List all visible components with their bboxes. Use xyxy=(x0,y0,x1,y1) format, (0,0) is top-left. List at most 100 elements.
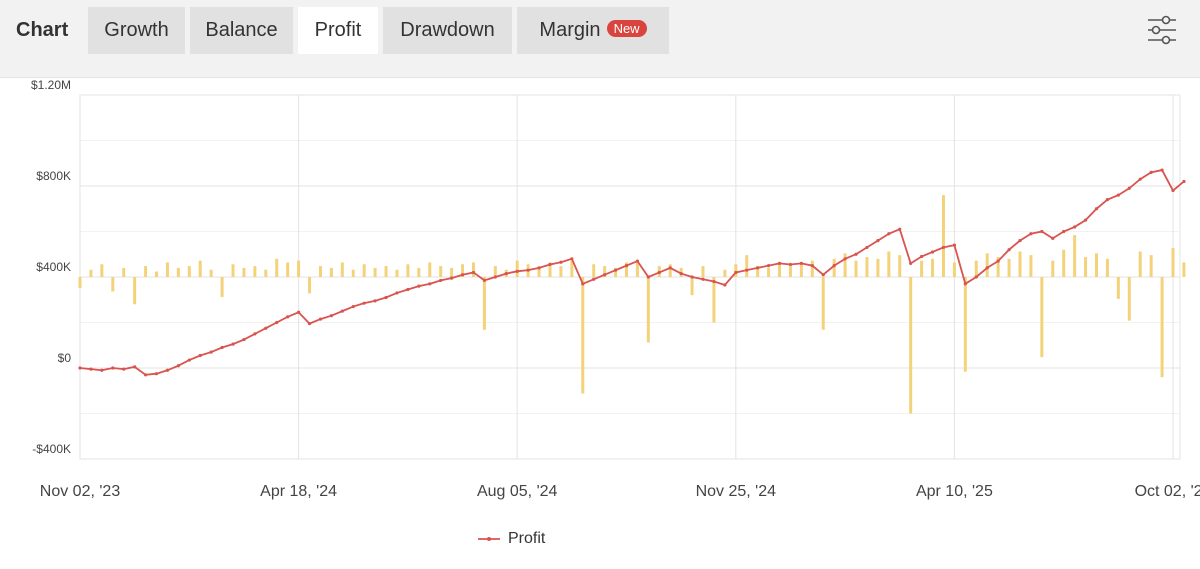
line-marker xyxy=(635,259,640,263)
bar xyxy=(559,266,563,277)
bar xyxy=(220,277,224,298)
bar xyxy=(843,253,847,277)
line-marker xyxy=(690,275,694,279)
bar xyxy=(209,269,213,277)
bar xyxy=(439,266,443,277)
bar xyxy=(1073,235,1077,277)
line-marker xyxy=(657,270,661,275)
bar xyxy=(231,264,235,277)
line-marker xyxy=(460,273,465,277)
bar xyxy=(144,266,148,277)
bar xyxy=(909,277,913,414)
line-marker xyxy=(788,262,793,267)
bar xyxy=(450,267,454,277)
line-marker xyxy=(548,262,552,267)
line xyxy=(79,169,1185,376)
line-marker xyxy=(351,304,355,309)
bar xyxy=(646,277,650,343)
bar xyxy=(996,256,1000,277)
settings-icon[interactable] xyxy=(1146,15,1178,45)
bar xyxy=(308,277,312,294)
tab[interactable]: Drawdown xyxy=(383,7,512,54)
line-marker xyxy=(570,257,574,261)
tab-active[interactable]: Profit xyxy=(298,7,378,54)
bar xyxy=(690,277,694,296)
line-marker xyxy=(592,277,596,281)
bar xyxy=(1149,255,1153,277)
line-marker xyxy=(340,309,344,313)
line-marker xyxy=(701,277,705,281)
line-marker xyxy=(996,259,1000,263)
line-marker xyxy=(220,345,224,350)
x-tick-label: Nov 02, '23 xyxy=(40,483,121,500)
bar xyxy=(865,256,869,277)
bar xyxy=(537,267,541,277)
line-marker xyxy=(559,260,563,264)
bar xyxy=(767,267,771,277)
line-marker xyxy=(176,364,180,368)
line-marker xyxy=(1051,236,1055,240)
line-marker xyxy=(504,271,508,276)
line-marker xyxy=(1007,248,1011,252)
tab[interactable]: Growth xyxy=(88,7,185,54)
line-marker xyxy=(143,373,148,377)
line-marker xyxy=(471,270,476,275)
line-marker xyxy=(318,317,323,321)
line-marker xyxy=(843,257,847,261)
line-marker xyxy=(854,252,858,256)
line-marker xyxy=(242,337,246,342)
bar xyxy=(788,266,792,277)
bar xyxy=(340,262,344,277)
legend-marker xyxy=(487,537,491,541)
line-marker xyxy=(439,278,443,283)
bar xyxy=(351,269,355,277)
line-marker xyxy=(406,287,410,292)
line-marker xyxy=(329,314,333,318)
line-marker xyxy=(745,268,749,272)
line-marker xyxy=(100,368,104,372)
line-marker xyxy=(122,367,126,371)
line-marker xyxy=(832,264,836,268)
line-marker xyxy=(133,365,137,369)
badge: New xyxy=(606,20,647,37)
bar xyxy=(297,260,301,277)
bar xyxy=(625,262,628,277)
line-marker xyxy=(275,320,279,325)
line-marker xyxy=(395,291,399,295)
line-marker xyxy=(985,266,989,270)
bar xyxy=(329,267,333,277)
bar xyxy=(122,267,126,277)
line-marker xyxy=(581,282,585,286)
line-marker xyxy=(1149,170,1153,174)
bar xyxy=(723,269,727,277)
bar xyxy=(275,258,279,277)
line-marker xyxy=(307,322,312,326)
tab-label[interactable]: Margin xyxy=(539,19,601,41)
bar xyxy=(133,277,137,305)
bar xyxy=(898,255,902,277)
bar xyxy=(810,260,814,277)
bar xyxy=(712,277,716,323)
line-marker xyxy=(952,243,957,247)
tab[interactable]: Margin New xyxy=(517,7,669,54)
line-marker xyxy=(1018,239,1022,243)
bar xyxy=(570,260,574,277)
bar xyxy=(854,260,858,277)
line-marker xyxy=(1105,198,1110,202)
line-marker xyxy=(165,368,170,372)
line-marker xyxy=(231,342,235,346)
bar xyxy=(264,269,268,277)
bar xyxy=(1084,256,1088,277)
bar xyxy=(100,264,104,277)
line-marker xyxy=(1160,168,1164,172)
line-marker xyxy=(799,261,803,265)
bar xyxy=(362,264,366,277)
line-marker xyxy=(865,245,869,250)
bar xyxy=(876,258,880,277)
bar xyxy=(1007,258,1011,277)
line-marker xyxy=(679,271,683,276)
tab[interactable]: Balance xyxy=(190,7,293,54)
line-marker xyxy=(876,239,880,243)
line-marker xyxy=(777,261,782,265)
line-marker xyxy=(1083,218,1088,222)
